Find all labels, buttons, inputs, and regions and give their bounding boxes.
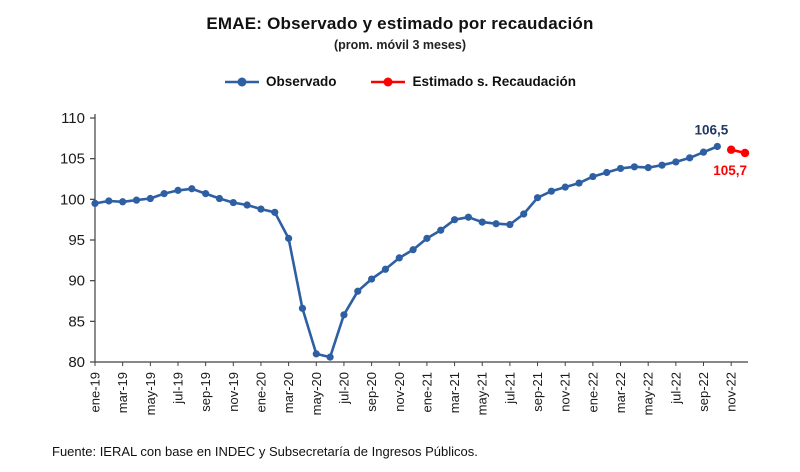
data-point [740, 148, 750, 158]
x-tick-label: mar-21 [447, 372, 462, 413]
x-tick-label: nov-22 [724, 372, 739, 412]
data-label: 106,5 [694, 122, 728, 137]
x-tick-label: jul-20 [336, 372, 351, 405]
x-tick-label: mar-20 [281, 372, 296, 413]
y-tick-label: 80 [68, 354, 85, 371]
x-tick-label: jul-22 [668, 372, 683, 405]
chart-legend: Observado Estimado s. Recaudación [0, 74, 800, 89]
data-point [132, 196, 141, 204]
x-tick-label: jul-19 [170, 372, 185, 405]
legend-label-estimado: Estimado s. Recaudación [412, 74, 577, 89]
y-tick-label: 105 [60, 151, 85, 168]
legend-item-estimado: Estimado s. Recaudación [370, 74, 576, 89]
x-tick-label: sep-22 [696, 372, 711, 412]
chart-subtitle: (prom. móvil 3 meses) [334, 38, 466, 52]
data-point [91, 199, 99, 207]
x-tick-label: sep-20 [364, 372, 379, 412]
data-point [561, 183, 569, 191]
data-label: 105,7 [713, 163, 747, 178]
data-point [575, 179, 583, 187]
axes: 80 85 90 95 100 105 110 ene-19 mar-19 may-19 jul-1… [60, 110, 748, 415]
data-point [202, 190, 210, 198]
data-point [713, 142, 721, 151]
data-point [547, 187, 555, 195]
x-tick-label: may-22 [641, 372, 656, 415]
data-point [686, 154, 694, 162]
y-tick-label: 100 [60, 191, 85, 208]
data-point [146, 194, 154, 203]
data-point [257, 205, 265, 213]
x-tick-label: sep-19 [198, 372, 213, 412]
chart-title: EMAE: Observado y estimado por recaudaci… [206, 14, 594, 33]
y-tick-label: 110 [61, 110, 85, 127]
data-point [589, 172, 597, 181]
data-point [506, 220, 514, 229]
data-point [533, 194, 542, 202]
x-tick-label: ene-19 [88, 372, 103, 412]
data-point [423, 234, 431, 242]
x-tick-label: mar-19 [115, 372, 130, 413]
x-tick-label: may-19 [143, 372, 158, 415]
data-point [464, 213, 473, 221]
data-point [409, 246, 417, 254]
data-point [119, 198, 127, 206]
data-point [437, 226, 445, 234]
y-tick-label: 85 [68, 313, 85, 330]
x-tick-label: may-20 [309, 372, 324, 415]
legend-label-observado: Observado [265, 74, 337, 89]
data-point [105, 197, 113, 205]
data-point [312, 350, 320, 358]
data-point [285, 234, 293, 242]
x-tick-label: nov-20 [392, 372, 407, 412]
data-point [160, 190, 168, 198]
estimado-line-marker-icon [371, 77, 406, 86]
x-tick-label: nov-21 [558, 372, 573, 412]
x-tick-label: ene-20 [253, 372, 268, 412]
data-point [603, 168, 611, 177]
y-tick-label: 90 [68, 273, 85, 290]
x-tick-label: jul-21 [502, 372, 517, 405]
x-tick-label: may-21 [475, 372, 490, 415]
emae-line-chart: 80 85 90 95 100 105 110 ene-19 mar-19 may-19 jul-1… [60, 110, 750, 415]
data-point [243, 201, 251, 209]
data-point [658, 161, 666, 169]
y-tick-label: 95 [68, 232, 85, 249]
x-tick-label: nov-19 [226, 372, 241, 412]
data-point [450, 216, 459, 224]
data-point [726, 145, 736, 154]
data-point [326, 353, 334, 361]
data-point [672, 158, 680, 166]
data-point [395, 254, 403, 262]
data-point [174, 186, 182, 194]
chart-plot-area: 80 85 90 95 100 105 110 ene-19 mar-19 may-19 jul-1… [0, 100, 800, 445]
data-point [215, 194, 224, 203]
data-point [298, 304, 307, 312]
data-point [188, 185, 196, 193]
legend-item-observado: Observado [224, 74, 337, 89]
x-tick-label: sep-21 [530, 372, 545, 412]
data-point [478, 218, 486, 226]
series-observado [91, 142, 721, 361]
data-point [492, 220, 500, 228]
data-point [644, 164, 652, 172]
data-point [271, 208, 279, 216]
data-point [520, 210, 528, 218]
x-tick-label: ene-21 [419, 372, 434, 412]
observado-line-marker-icon [224, 77, 259, 86]
series-estimado-s.-recaudación [726, 145, 750, 158]
x-tick-label: ene-22 [585, 372, 600, 412]
data-point [229, 198, 237, 207]
data-point [367, 275, 376, 283]
x-tick-label: mar-22 [613, 372, 628, 413]
source-note: Fuente: IERAL con base en INDEC y Subsec… [52, 444, 478, 459]
data-point [381, 265, 390, 273]
data-point [354, 287, 362, 295]
data-point [630, 163, 638, 171]
data-point [340, 311, 348, 319]
data-point [699, 148, 708, 156]
data-point [616, 164, 625, 173]
